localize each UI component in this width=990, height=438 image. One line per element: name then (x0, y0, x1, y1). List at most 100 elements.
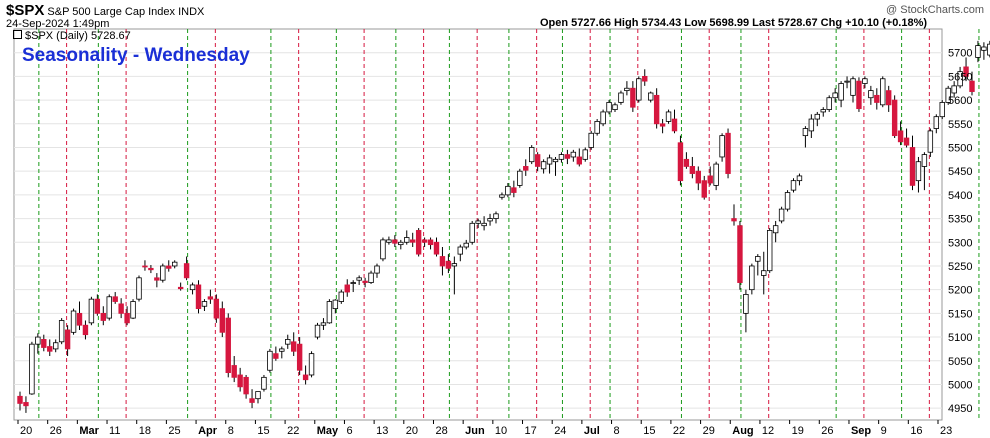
x-tick-label: 26 (50, 425, 62, 437)
candle (731, 204, 737, 226)
candle-body (737, 225, 743, 283)
watermark: @ StockCharts.com (886, 4, 984, 16)
candle-body (743, 294, 749, 314)
candle (398, 239, 404, 250)
candle (784, 190, 791, 212)
candle-body (945, 87, 951, 103)
candle (380, 237, 386, 262)
candle-body (23, 402, 29, 407)
candle-body (481, 222, 487, 227)
candle (945, 85, 951, 105)
candle-body (177, 286, 184, 290)
candle-body (784, 192, 791, 210)
candle-body (302, 374, 309, 381)
candle (981, 42, 987, 60)
candle-body (636, 78, 642, 101)
candle (844, 76, 850, 89)
candle (874, 88, 880, 110)
candle (118, 298, 124, 319)
candle-body (820, 109, 826, 113)
candle-body (231, 365, 237, 378)
candle (772, 220, 779, 243)
legend-text: $SPX (Daily) 5728.67 (25, 30, 131, 42)
candle (142, 260, 148, 271)
x-tick-label: Jun (465, 425, 485, 437)
x-tick-label: 24 (554, 425, 566, 437)
candle-body (618, 92, 624, 103)
candle (207, 289, 214, 304)
candle (903, 128, 910, 148)
candle-body (963, 66, 969, 77)
candle (409, 232, 416, 248)
candle (261, 374, 267, 392)
y-tick-label: 5450 (948, 166, 972, 178)
candle (112, 292, 118, 304)
candle (695, 166, 701, 191)
candle (469, 220, 475, 245)
candle (546, 154, 553, 174)
candle-body (802, 128, 809, 137)
x-tick-label: May (317, 425, 339, 437)
exchange: INDX (178, 6, 205, 18)
candle (820, 107, 826, 117)
candle-body (695, 170, 701, 184)
candle (517, 168, 523, 188)
candle (35, 333, 41, 354)
candle-body (570, 151, 577, 158)
candle (445, 254, 452, 274)
candle-body (267, 350, 273, 371)
x-tick-label: 26 (821, 425, 833, 437)
candle-body (124, 312, 130, 324)
candle-body (725, 132, 731, 174)
candle-body (273, 353, 279, 359)
candle-body (285, 339, 291, 345)
candle (70, 308, 77, 335)
candle-body (606, 102, 612, 113)
y-tick-label: 5700 (948, 48, 972, 60)
candle (826, 95, 832, 112)
candle (957, 66, 963, 89)
candle-body (891, 99, 898, 137)
candle (88, 296, 95, 326)
candle-body (701, 180, 707, 198)
candle-body (201, 301, 208, 307)
candle (356, 275, 362, 285)
candle (320, 318, 327, 330)
candle-body (475, 220, 481, 224)
candle (427, 237, 434, 250)
candle-body (683, 158, 690, 167)
candle-body (41, 339, 47, 348)
candle (148, 265, 154, 274)
candle (392, 235, 398, 248)
candle-body (279, 348, 285, 352)
candle-body (790, 180, 797, 191)
index-name: S&P 500 Large Cap Index (47, 6, 176, 18)
x-tick-label: 8 (228, 425, 234, 437)
candle-body (778, 208, 785, 222)
candle-body (903, 137, 910, 146)
x-tick-label: 18 (139, 425, 151, 437)
candle-body (677, 142, 684, 182)
candle (689, 156, 696, 179)
candle-body (76, 312, 83, 326)
candle (195, 280, 202, 314)
symbol: $SPX (6, 2, 45, 19)
candle-body (808, 118, 815, 132)
candle-body (755, 256, 761, 262)
candle-body (969, 80, 975, 92)
candle (665, 109, 672, 124)
candle-body (112, 296, 118, 302)
candle (540, 159, 547, 174)
candle-body (552, 158, 559, 163)
candle-body (529, 147, 535, 163)
candle-body (148, 267, 154, 271)
candle (880, 76, 886, 108)
candle (499, 192, 505, 200)
candle-body (546, 157, 553, 165)
candle (838, 81, 844, 108)
x-tick-label: 9 (881, 425, 887, 437)
candle-body (213, 298, 220, 319)
candle (29, 341, 35, 395)
candle (790, 178, 797, 193)
x-tick-label: 6 (346, 425, 352, 437)
